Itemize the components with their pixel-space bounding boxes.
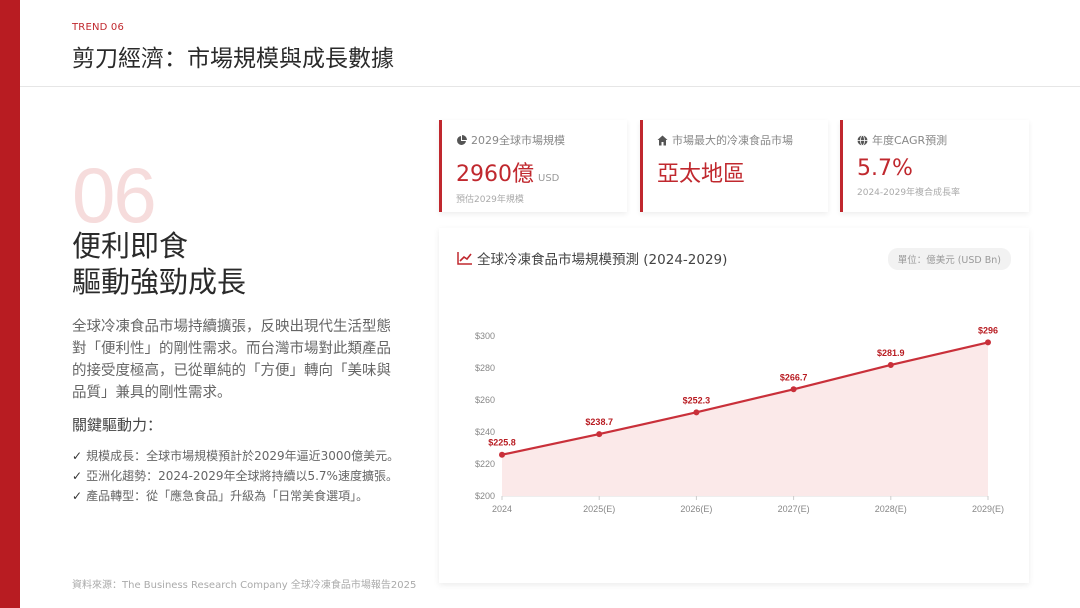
y-tick-label: $280	[475, 363, 495, 373]
kpi-value-text: 2960億	[456, 162, 534, 187]
check-icon: ✓	[72, 469, 83, 483]
source-note: 資料來源：The Business Research Company 全球冷凍食…	[72, 580, 417, 591]
page-title: 剪刀經濟：市場規模與成長數據	[72, 46, 394, 72]
kpi-label: 年度CAGR預測	[857, 132, 1029, 148]
x-tick-label: 2027(E)	[778, 504, 810, 514]
drivers-list: ✓ 規模成長：全球市場規模預計於2029年逼近3000億美元。 ✓ 亞洲化趨勢：20…	[72, 446, 432, 506]
y-tick-label: $220	[475, 459, 495, 469]
chart-title: 全球冷凍食品市場規模預測 (2024-2029)	[457, 248, 727, 268]
kpi-value: 亞太地區	[657, 162, 746, 187]
header: TREND 06 剪刀經濟：市場規模與成長數據	[72, 22, 394, 73]
chart-title-text: 全球冷凍食品市場規模預測 (2024-2029)	[477, 252, 728, 268]
x-tick-label: 2026(E)	[680, 504, 712, 514]
y-tick-label: $300	[475, 331, 495, 341]
chart-card: 全球冷凍食品市場規模預測 (2024-2029) 單位：億美元 (USD Bn)…	[439, 228, 1029, 583]
trend-label: TREND 06	[72, 22, 125, 33]
y-tick-label: $240	[475, 427, 495, 437]
pie-chart-icon	[456, 134, 467, 146]
kpi-value: 5.7%	[857, 156, 913, 181]
check-icon: ✓	[72, 489, 83, 503]
kpi-label-text: 市場最大的冷凍食品市場	[672, 134, 793, 147]
section-number: 06	[72, 151, 157, 239]
data-point	[887, 361, 894, 368]
kpi-card-market-size: 2029全球市場規模 2960億 USD 預估2029年規模	[439, 120, 627, 212]
kpi-unit: USD	[538, 173, 560, 184]
kpi-label: 市場最大的冷凍食品市場	[657, 132, 828, 148]
data-label: $266.7	[780, 372, 808, 382]
data-label: $296	[978, 325, 998, 335]
headline-line-2: 驅動強勁成長	[72, 265, 247, 299]
list-item: ✓ 亞洲化趨勢：2024-2029年全球將持續以5.7%速度擴張。	[72, 466, 432, 486]
section-body-text: 全球冷凍食品市場持續擴張，反映出現代生活型態對「便利性」的剛性需求。而台灣市場對…	[72, 319, 391, 401]
kpi-label: 2029全球市場規模	[456, 132, 627, 148]
drivers-title: 關鍵驅動力：	[72, 416, 163, 434]
x-tick-label: 2028(E)	[875, 504, 907, 514]
driver-text: 產品轉型：從「應急食品」升級為「日常美食選項」。	[86, 489, 369, 503]
kpi-card-cagr: 年度CAGR預測 5.7% 2024-2029年複合成長率	[840, 120, 1029, 212]
data-point	[499, 451, 505, 458]
data-point	[596, 431, 603, 438]
series-line	[501, 341, 989, 456]
data-point	[790, 386, 797, 393]
home-icon	[657, 135, 668, 146]
line-chart-icon	[457, 251, 473, 265]
x-tick-label: 2029(E)	[972, 504, 1004, 514]
x-tick-label: 2025(E)	[583, 504, 615, 514]
data-point	[985, 339, 991, 346]
list-item: ✓ 產品轉型：從「應急食品」升級為「日常美食選項」。	[72, 486, 432, 506]
globe-icon	[857, 134, 868, 146]
list-item: ✓ 規模成長：全球市場規模預計於2029年逼近3000億美元。	[72, 446, 432, 466]
area-chart: $200 $220 $240 $260 $280 $300 $225.8 2024 $238.7…	[475, 325, 1004, 514]
check-icon: ✓	[72, 449, 83, 463]
kpi-note: 預估2029年規模	[456, 195, 524, 205]
kpi-note: 2024-2029年複合成長率	[857, 188, 961, 198]
y-tick-label: $200	[475, 491, 495, 501]
kpi-label-text: 2029全球市場規模	[471, 134, 565, 147]
data-point	[693, 409, 700, 416]
kpi-card-largest-market: 市場最大的冷凍食品市場 亞太地區	[640, 120, 828, 212]
accent-bar	[0, 0, 20, 608]
data-label: $281.9	[877, 348, 905, 358]
data-label: $238.7	[585, 417, 613, 427]
header-divider	[20, 86, 1080, 87]
area-fill	[502, 342, 988, 496]
kpi-value: 2960億 USD	[456, 156, 627, 188]
data-label: $225.8	[488, 438, 516, 448]
driver-text: 規模成長：全球市場規模預計於2029年逼近3000億美元。	[86, 449, 400, 463]
headline-line-1: 便利即食	[72, 229, 189, 263]
data-label: $252.3	[683, 395, 711, 405]
driver-text: 亞洲化趨勢：2024-2029年全球將持續以5.7%速度擴張。	[86, 469, 398, 483]
section-headline: 便利即食 驅動強勁成長	[72, 228, 246, 300]
y-tick-label: $260	[475, 395, 495, 405]
x-tick-label: 2024	[492, 504, 512, 514]
unit-badge: 單位：億美元 (USD Bn)	[887, 248, 1011, 270]
kpi-label-text: 年度CAGR預測	[872, 134, 948, 147]
